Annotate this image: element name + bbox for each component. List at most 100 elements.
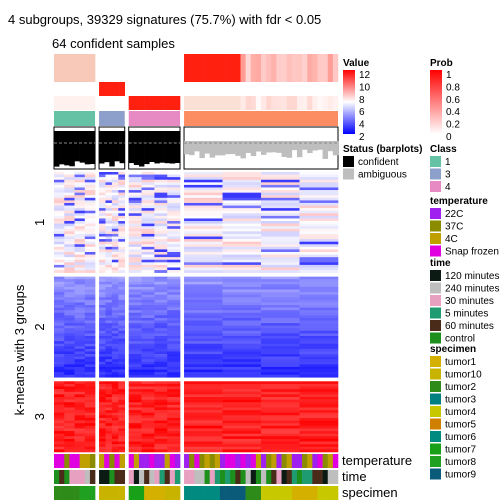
heatmap-cell [141, 223, 155, 227]
heatmap-cell [261, 276, 300, 280]
heatmap-cell [299, 264, 339, 268]
heatmap-cell [105, 312, 113, 316]
heatmap-cell [54, 383, 65, 387]
heatmap-cell [154, 200, 168, 204]
prob-cell [225, 82, 231, 96]
heatmap-cell [111, 305, 119, 308]
prob-cell [164, 54, 171, 82]
heatmap-cell [84, 259, 96, 263]
track-cell-time [128, 470, 135, 484]
silhouette-bar [99, 131, 105, 164]
heatmap-cell [64, 177, 75, 181]
heatmap-cell [111, 195, 119, 199]
heatmap-cell [128, 259, 142, 263]
heatmap-cell [167, 359, 181, 363]
heatmap-cell [54, 431, 65, 434]
heatmap-cell [105, 391, 113, 395]
heatmap-cell [299, 281, 339, 285]
heatmap-cell [184, 335, 223, 339]
heatmap-cell [111, 286, 119, 290]
heatmap-cell [74, 244, 86, 248]
silhouette-bar [89, 131, 96, 165]
heatmap-cell [184, 270, 223, 273]
specimen-legend-swatch [430, 381, 441, 392]
heatmap-cell [299, 328, 339, 332]
heatmap-cell [105, 213, 113, 217]
heatmap-cell [128, 404, 142, 408]
heatmap-cell [128, 381, 142, 385]
heatmap-cell [184, 279, 223, 283]
track-cell-specimen [266, 486, 272, 500]
heatmap-cell [54, 202, 65, 206]
silhouette-bar [64, 131, 70, 166]
heatmap-cell [299, 394, 339, 398]
prob-cell [128, 82, 135, 96]
heatmap-cell [184, 192, 223, 196]
heatmap-cell [299, 184, 339, 188]
heatmap-cell [74, 356, 86, 360]
heatmap-cell [99, 312, 106, 316]
heatmap-cell [84, 394, 96, 398]
heatmap-cell [167, 410, 181, 414]
heatmap-cell [105, 320, 113, 324]
heatmap-cell [105, 417, 113, 421]
heatmap-cell [167, 281, 181, 285]
heatmap-cell [118, 172, 126, 175]
heatmap-cell [184, 354, 223, 357]
prob-cell [235, 54, 241, 82]
heatmap-cell [105, 369, 113, 373]
heatmap-cell [54, 335, 65, 339]
heatmap-cell [74, 396, 86, 400]
heatmap-cell [222, 446, 262, 450]
heatmap-cell [167, 195, 181, 199]
heatmap-cell [154, 361, 168, 365]
heatmap-cell [99, 297, 106, 301]
heatmap-cell [154, 335, 168, 339]
prob-cell [119, 54, 126, 82]
heatmap-cell [184, 412, 223, 416]
heatmap-cell [154, 276, 168, 280]
heatmap-cell [261, 228, 300, 232]
heatmap-cell [74, 433, 86, 437]
prob-cell [209, 82, 216, 96]
heatmap-cell [111, 446, 119, 450]
heatmap-cell [141, 205, 155, 209]
heatmap-cell [84, 444, 96, 448]
heatmap-cell [64, 257, 75, 261]
track-cell-time [230, 470, 236, 484]
track-cell-time [240, 470, 246, 484]
heatmap-cell [261, 369, 300, 373]
track-cell-temperature [219, 454, 226, 468]
heatmap-cell [118, 361, 126, 365]
heatmap-cell [154, 264, 168, 268]
heatmap-cell [84, 184, 96, 188]
heatmap-cell [118, 433, 126, 437]
heatmap-cell [128, 438, 142, 442]
track-cell-time [54, 470, 60, 484]
track-cell-specimen [184, 486, 190, 500]
heatmap-cell [299, 412, 339, 416]
heatmap-cell [99, 391, 106, 395]
heatmap-cell [141, 374, 155, 378]
track-cell-specimen [240, 486, 246, 500]
heatmap-cell [154, 286, 168, 290]
silhouette-bar [245, 141, 252, 153]
heatmap-cell [141, 444, 155, 448]
heatmap-cell [141, 361, 155, 365]
heatmap-cell [99, 446, 106, 450]
track-cell-time [225, 470, 231, 484]
prob-cell [149, 54, 155, 82]
heatmap-cell [222, 187, 262, 191]
heatmap-cell [128, 172, 142, 175]
heatmap-cell [261, 226, 300, 230]
heatmap-cell [99, 441, 106, 445]
heatmap-cell [261, 221, 300, 224]
track-cell-time [119, 470, 126, 484]
top-annotations [53, 54, 339, 170]
heatmap-cell [222, 200, 262, 204]
heatmap-cell [154, 431, 168, 434]
heatmap-cell [105, 208, 113, 212]
heatmap-cell [54, 420, 65, 424]
heatmap-cell [74, 262, 86, 266]
heatmap-cell [154, 404, 168, 408]
